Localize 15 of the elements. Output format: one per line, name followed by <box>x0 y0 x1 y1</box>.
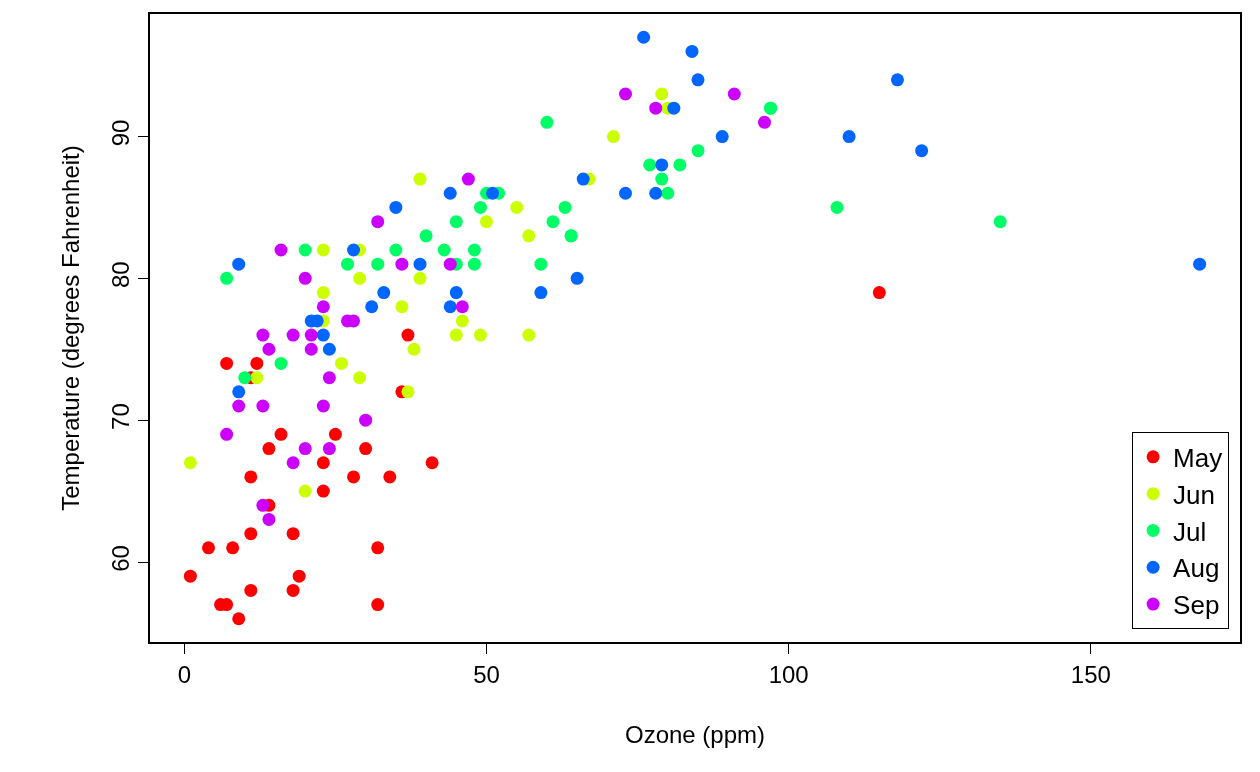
y-axis-title: Temperature (degrees Fahrenheit) <box>57 145 85 511</box>
legend-label: Aug <box>1173 553 1220 584</box>
y-tick-label: 80 <box>106 261 134 289</box>
x-tick-label: 100 <box>768 660 809 688</box>
legend-label: Jun <box>1173 479 1216 510</box>
y-tick-label: 60 <box>106 545 134 572</box>
y-tick-label: 90 <box>106 119 134 147</box>
x-tick-label: 0 <box>177 660 192 688</box>
x-tick-label: 150 <box>1070 660 1111 688</box>
y-tick-label: 70 <box>106 403 134 430</box>
x-tick-label: 50 <box>473 660 500 688</box>
legend-label: Jul <box>1173 516 1207 547</box>
legend-label: May <box>1173 442 1223 473</box>
legend-label: Sep <box>1173 590 1220 621</box>
x-axis-title: Ozone (ppm) <box>624 721 766 749</box>
